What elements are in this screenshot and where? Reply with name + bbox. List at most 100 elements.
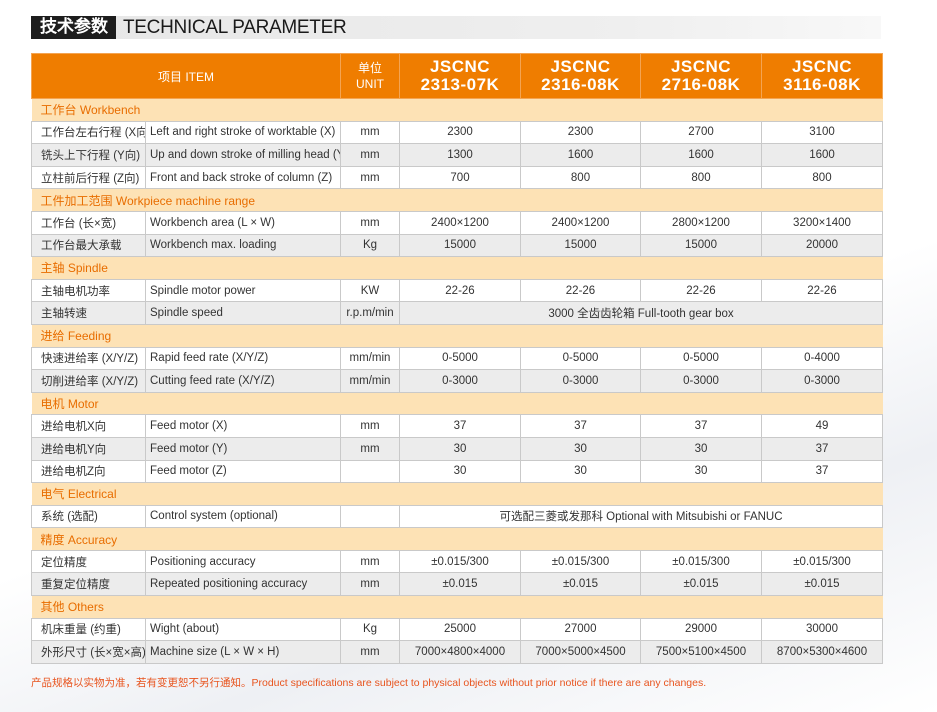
unit-cell: mm/min <box>340 369 400 393</box>
value-cell: 22-26 <box>399 278 521 303</box>
section-title: 电机 Motor <box>31 391 883 416</box>
unit-cell: mm/min <box>340 346 400 371</box>
item-cn: 外形尺寸 (长×宽×高) <box>31 640 146 664</box>
item-cn: 进给电机Y向 <box>31 436 146 461</box>
section-title: 其他 Others <box>31 595 883 619</box>
value-cell: 1600 <box>761 143 883 167</box>
item-cn: 工作台左右行程 (X向) <box>31 120 146 145</box>
value-cell: ±0.015/300 <box>640 549 762 574</box>
value-cell: 37 <box>761 459 883 484</box>
value-cell: 3200×1400 <box>761 210 883 235</box>
value-cell: 22-26 <box>640 278 762 303</box>
value-cell: 2800×1200 <box>640 210 762 235</box>
value-cell: 22-26 <box>520 278 641 303</box>
item-cn: 主轴转速 <box>31 301 146 325</box>
item-en: Left and right stroke of worktable (X) <box>145 120 341 145</box>
item-en: Wight (about) <box>145 617 341 642</box>
section-title: 工件加工范围 Workpiece machine range <box>31 188 883 212</box>
value-cell: 0-3000 <box>520 369 641 393</box>
item-cn: 重复定位精度 <box>31 572 146 597</box>
item-en: Control system (optional) <box>145 504 341 529</box>
unit-cell: mm <box>340 210 400 235</box>
value-cell: 29000 <box>640 617 762 642</box>
model-brand: JSCNC <box>550 57 611 76</box>
table-row: 机床重量 (约重) Wight (about) Kg 25000 27000 29000 3… <box>31 617 883 642</box>
unit-cell: mm <box>340 436 400 461</box>
unit-cell <box>340 504 400 529</box>
item-en: Workbench max. loading <box>145 233 341 258</box>
value-cell: ±0.015/300 <box>520 549 641 574</box>
table-row: 工作台 (长×宽) Workbench area (L × W) mm 2400×12… <box>31 210 883 235</box>
value-cell: 30 <box>520 436 641 461</box>
item-cn: 工作台最大承载 <box>31 233 146 258</box>
value-cell: 30 <box>399 459 521 484</box>
table-row: 进给电机Y向 Feed motor (Y) mm 30 30 30 37 <box>31 436 883 461</box>
value-cell: 0-5000 <box>640 346 762 371</box>
value-cell: 1600 <box>520 143 641 167</box>
model-brand: JSCNC <box>429 57 491 76</box>
value-cell: 0-3000 <box>640 369 762 393</box>
unit-cell <box>340 459 400 484</box>
table-row: 主轴转速 Spindle speed r.p.m/min 3000 全齿齿轮箱 Ful… <box>31 301 883 325</box>
title-bar: 技术参数 TECHNICAL PARAMETER <box>31 16 881 39</box>
value-cell: ±0.015/300 <box>399 549 521 574</box>
value-cell: 2400×1200 <box>399 210 521 235</box>
value-cell: 30 <box>640 459 762 484</box>
table-body: 工作台 Workbench 工作台左右行程 (X向) Left and right … <box>31 98 883 664</box>
unit-cell: mm <box>340 120 400 145</box>
section-header: 进给 Feeding <box>31 323 883 348</box>
item-en: Spindle motor power <box>145 278 341 303</box>
item-cn: 系统 (选配) <box>31 504 146 529</box>
title-en: TECHNICAL PARAMETER <box>123 17 347 38</box>
item-en: Cutting feed rate (X/Y/Z) <box>145 369 341 393</box>
value-cell: 0-5000 <box>520 346 641 371</box>
table-row: 快速进给率 (X/Y/Z) Rapid feed rate (X/Y/Z) mm/m… <box>31 346 883 371</box>
value-cell: 37 <box>399 414 521 438</box>
item-en: Rapid feed rate (X/Y/Z) <box>145 346 341 371</box>
item-en: Spindle speed <box>145 301 341 325</box>
table-row: 进给电机X向 Feed motor (X) mm 37 37 37 49 <box>31 414 883 438</box>
section-title: 主轴 Spindle <box>31 256 883 280</box>
value-cell: 30000 <box>761 617 883 642</box>
value-cell: 3100 <box>761 120 883 145</box>
value-cell: 2700 <box>640 120 762 145</box>
item-cn: 切削进给率 (X/Y/Z) <box>31 369 146 393</box>
value-cell: 22-26 <box>761 278 883 303</box>
unit-cell: Kg <box>340 617 400 642</box>
item-cn: 定位精度 <box>31 549 146 574</box>
table-row: 工作台最大承载 Workbench max. loading Kg 15000 1500… <box>31 233 883 258</box>
section-header: 精度 Accuracy <box>31 527 883 551</box>
item-en: Workbench area (L × W) <box>145 210 341 235</box>
item-en: Feed motor (Z) <box>145 459 341 484</box>
value-cell: 15000 <box>520 233 641 258</box>
table-row: 铣头上下行程 (Y向) Up and down stroke of milling… <box>31 143 883 167</box>
item-en: Feed motor (Y) <box>145 436 341 461</box>
value-cell: 37 <box>761 436 883 461</box>
unit-cell: Kg <box>340 233 400 258</box>
value-cell: 0-5000 <box>399 346 521 371</box>
spec-table: 项目 ITEM 单位 UNIT JSCNC 2313-07K JSCNC 2316-… <box>31 53 883 664</box>
merged-value: 3000 全齿齿轮箱 Full-tooth gear box <box>399 301 883 325</box>
item-cn: 主轴电机功率 <box>31 278 146 303</box>
disclaimer-note: 产品规格以实物为准，若有变更恕不另行通知。Product specificati… <box>31 677 707 689</box>
value-cell: 49 <box>761 414 883 438</box>
table-row: 工作台左右行程 (X向) Left and right stroke of wor… <box>31 120 883 145</box>
section-title: 精度 Accuracy <box>31 527 883 551</box>
model-brand: JSCNC <box>670 57 732 76</box>
model-code: 3116-08K <box>783 75 861 94</box>
value-cell: 2300 <box>520 120 641 145</box>
section-header: 电气 Electrical <box>31 482 883 506</box>
unit-cell: mm <box>340 143 400 167</box>
value-cell: 0-3000 <box>761 369 883 393</box>
section-header: 其他 Others <box>31 595 883 619</box>
table-row: 定位精度 Positioning accuracy mm ±0.015/300 ±0.0… <box>31 549 883 574</box>
item-cn: 进给电机Z向 <box>31 459 146 484</box>
value-cell: 37 <box>640 414 762 438</box>
section-header: 工作台 Workbench <box>31 98 883 122</box>
table-row: 切削进给率 (X/Y/Z) Cutting feed rate (X/Y/Z) mm… <box>31 369 883 393</box>
item-en: Repeated positioning accuracy <box>145 572 341 597</box>
header-model: JSCNC 2313-07K <box>399 53 521 99</box>
item-cn: 立柱前后行程 (Z向) <box>31 165 146 190</box>
header-unit-cn: 单位 <box>357 61 382 75</box>
unit-cell: r.p.m/min <box>340 301 400 325</box>
